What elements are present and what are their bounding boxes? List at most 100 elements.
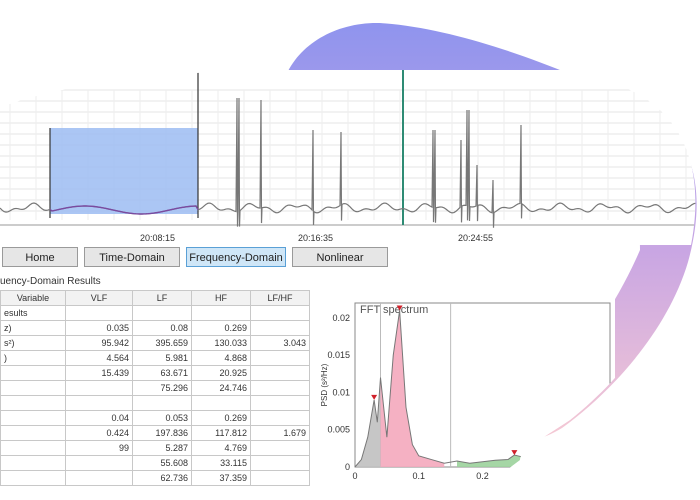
fft-xtick-label: 0 — [352, 471, 357, 481]
table-row: 55.608 33.115 — [1, 456, 310, 471]
table-row: z) 0.035 0.08 0.269 — [1, 321, 310, 336]
fft-xtick-label: 0.2 — [476, 471, 489, 481]
fft-ytick-label: 0.005 — [327, 425, 350, 435]
fft-ylabel: PSD (s²/Hz) — [320, 363, 329, 406]
results-cell — [1, 456, 66, 471]
fft-title: FFT spectrum — [360, 304, 428, 316]
results-cell: ) — [1, 351, 66, 366]
results-cell — [66, 381, 133, 396]
results-cell — [251, 456, 310, 471]
fft-psd-line — [355, 310, 546, 467]
results-cell — [251, 321, 310, 336]
results-cell: 0.053 — [133, 411, 192, 426]
table-row — [1, 396, 310, 411]
results-cell — [133, 396, 192, 411]
results-cell — [1, 366, 66, 381]
tab-home[interactable]: Home — [2, 247, 78, 267]
results-cell — [1, 426, 66, 441]
results-cell: 20.925 — [192, 366, 251, 381]
tab-time-domain[interactable]: Time-Domain — [84, 247, 180, 267]
results-cell: 1.679 — [251, 426, 310, 441]
results-cell: 130.033 — [192, 336, 251, 351]
results-header-cell: LF — [133, 291, 192, 306]
table-row: ) 4.564 5.981 4.868 — [1, 351, 310, 366]
results-cell: esults — [1, 306, 66, 321]
table-row: 62.736 37.359 — [1, 471, 310, 486]
fft-ytick-label: 0.01 — [332, 387, 350, 397]
tab-nonlinear[interactable]: Nonlinear — [292, 247, 388, 267]
results-cell — [133, 306, 192, 321]
results-cell: 63.671 — [133, 366, 192, 381]
results-cell — [251, 366, 310, 381]
table-row: esults — [1, 306, 310, 321]
results-cell: 197.836 — [133, 426, 192, 441]
results-cell — [1, 441, 66, 456]
results-cell: 0.04 — [66, 411, 133, 426]
results-cell: 395.659 — [133, 336, 192, 351]
results-cell: z) — [1, 321, 66, 336]
results-cell: 55.608 — [133, 456, 192, 471]
results-table: Variable VLF LF HF LF/HF esults z) 0.035 0.08 0.… — [0, 290, 310, 486]
results-cell: 33.115 — [192, 456, 251, 471]
results-cell: 99 — [66, 441, 133, 456]
table-row: 15.439 63.671 20.925 — [1, 366, 310, 381]
tab-frequency-domain[interactable]: Frequency-Domain — [186, 247, 286, 267]
results-cell — [251, 471, 310, 486]
results-cell — [1, 396, 66, 411]
results-cell: 4.564 — [66, 351, 133, 366]
results-cell — [192, 396, 251, 411]
ecg-trace-selected — [50, 206, 198, 214]
analysis-tabs: Home Time-Domain Frequency-Domain Nonlin… — [0, 247, 420, 269]
time-tick-2: 20:16:35 — [298, 233, 334, 243]
ecg-signal-chart — [0, 70, 700, 245]
results-cell: 0.424 — [66, 426, 133, 441]
fft-ytick-label: 0.015 — [327, 350, 350, 360]
table-row: 75.296 24.746 — [1, 381, 310, 396]
results-cell — [251, 381, 310, 396]
results-cell: 4.868 — [192, 351, 251, 366]
fft-ytick-label: 0 — [345, 462, 350, 472]
results-cell: 24.746 — [192, 381, 251, 396]
selection-window[interactable] — [50, 128, 198, 214]
results-cell: 0.08 — [133, 321, 192, 336]
lf-band-area — [381, 310, 445, 467]
results-cell — [251, 396, 310, 411]
results-cell — [251, 351, 310, 366]
table-row: s²) 95.942 395.659 130.033 3.043 — [1, 336, 310, 351]
peak-marker — [511, 450, 517, 455]
results-cell: 62.736 — [133, 471, 192, 486]
results-cell — [251, 441, 310, 456]
results-cell — [66, 396, 133, 411]
results-cell — [192, 306, 251, 321]
ecg-panel — [0, 70, 700, 245]
results-cell: 0.035 — [66, 321, 133, 336]
results-cell: 37.359 — [192, 471, 251, 486]
results-header-cell: Variable — [1, 291, 66, 306]
fft-ytick-label: 0.02 — [332, 313, 350, 323]
table-row: 0.424 197.836 117.812 1.679 — [1, 426, 310, 441]
results-cell — [1, 471, 66, 486]
results-cell: s²) — [1, 336, 66, 351]
results-cell — [66, 306, 133, 321]
peak-marker — [397, 305, 403, 310]
time-tick-1: 20:08:15 — [140, 233, 176, 243]
results-cell: 95.942 — [66, 336, 133, 351]
results-cell — [1, 411, 66, 426]
results-title: uency-Domain Results — [0, 276, 101, 287]
results-header-cell: HF — [192, 291, 251, 306]
results-cell: 3.043 — [251, 336, 310, 351]
results-cell: 4.769 — [192, 441, 251, 456]
table-row: 0.04 0.053 0.269 — [1, 411, 310, 426]
results-cell: 5.981 — [133, 351, 192, 366]
results-cell: 0.269 — [192, 321, 251, 336]
time-tick-3: 20:24:55 — [458, 233, 494, 243]
peak-marker — [371, 395, 377, 400]
results-cell: 75.296 — [133, 381, 192, 396]
results-cell — [66, 456, 133, 471]
results-cell: 5.287 — [133, 441, 192, 456]
table-row: 99 5.287 4.769 — [1, 441, 310, 456]
results-header-row: Variable VLF LF HF LF/HF — [1, 291, 310, 306]
results-cell — [251, 411, 310, 426]
results-cell: 15.439 — [66, 366, 133, 381]
